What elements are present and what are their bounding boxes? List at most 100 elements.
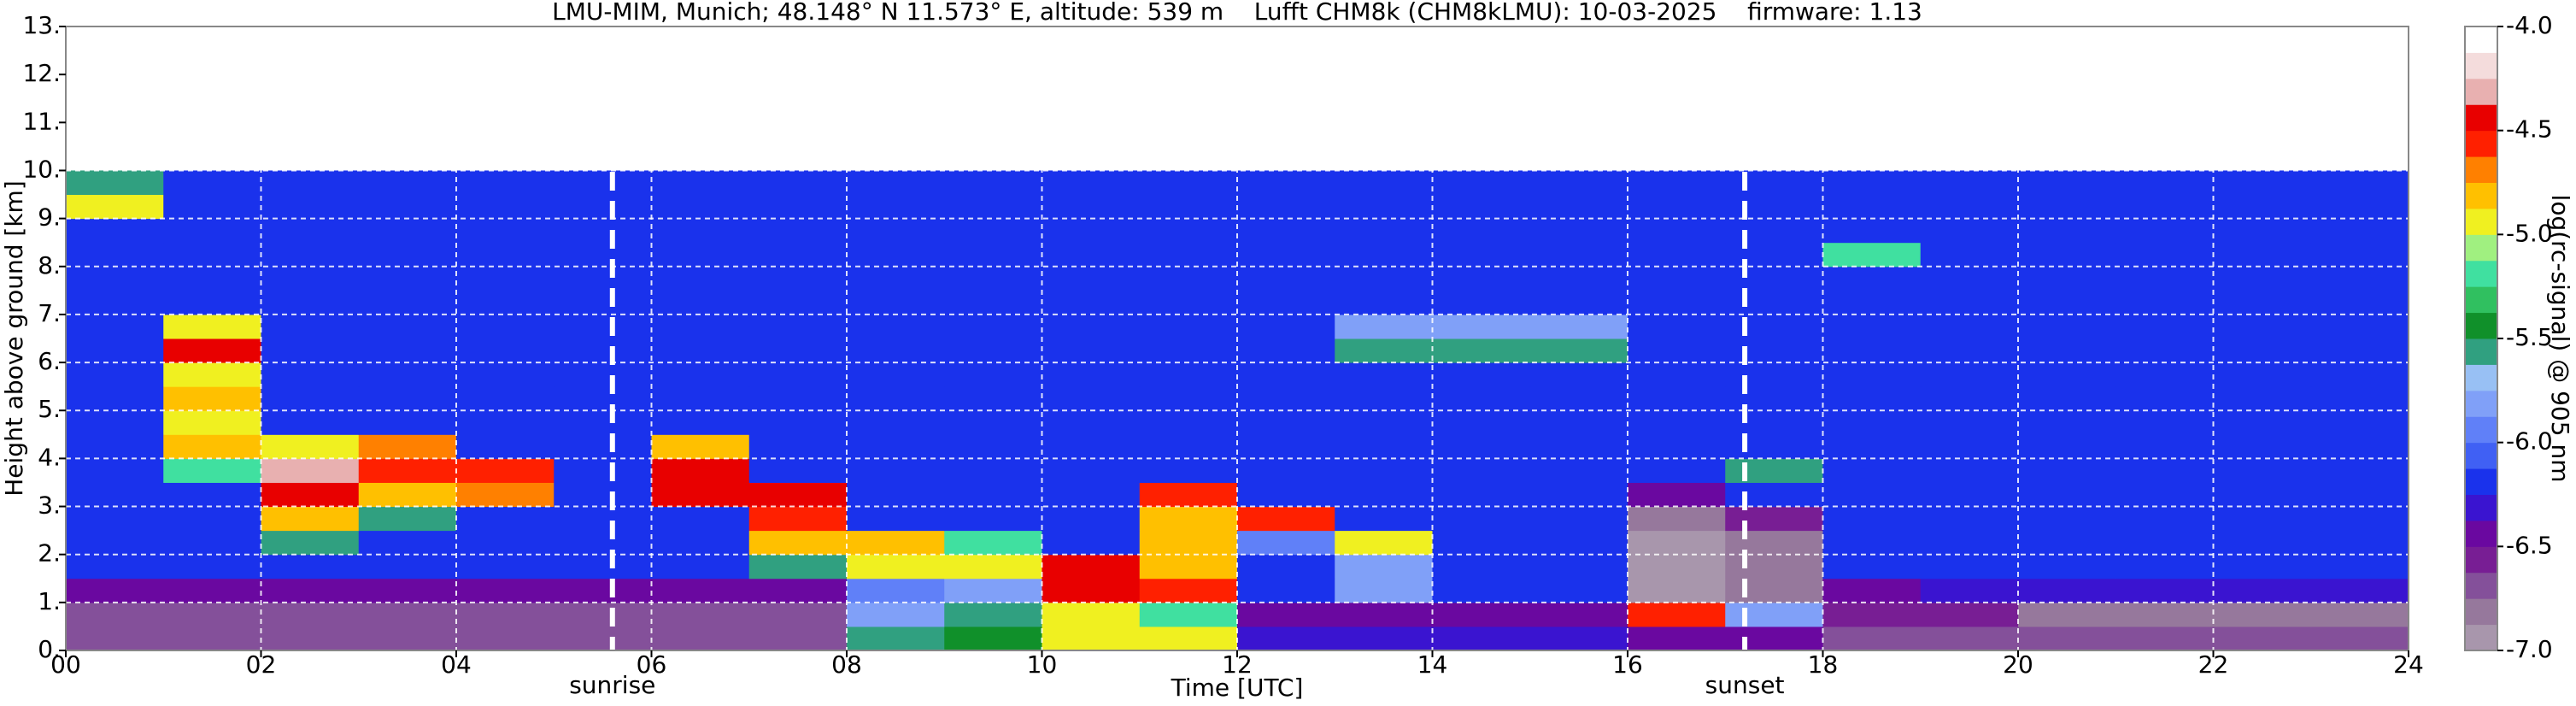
heatmap-cell [554,362,652,387]
heatmap-cell [847,290,945,315]
heatmap-cell [2018,482,2116,508]
heatmap-cell [1335,218,1433,244]
heatmap-cell [1529,482,1628,508]
heatmap-cell [66,626,164,651]
heatmap-cell [847,482,945,508]
heatmap-cell [1822,362,1922,387]
heatmap-cell [1042,362,1141,387]
heatmap-cell [1725,578,1823,603]
heatmap-cell [1042,530,1141,556]
heatmap-cell [2310,218,2409,244]
heatmap-cell [1628,362,1726,387]
heatmap-cell [554,434,652,459]
heatmap-cell [163,578,261,603]
heatmap-cell [261,554,360,580]
heatmap-cell [261,266,360,291]
heatmap-cell [1042,626,1141,651]
heatmap-cell [163,530,261,556]
y-axis-label: Height above ground [km] [0,180,28,497]
heatmap-cell [1920,482,2019,508]
heatmap-cell [1822,578,1922,603]
heatmap-cell [1335,170,1433,196]
heatmap-cell [261,338,360,363]
heatmap-cell [847,314,945,339]
heatmap-cell [1432,602,1531,627]
heatmap-cell [1335,194,1433,220]
heatmap-cell [1822,410,1922,435]
y-tick-label: 11. [22,107,61,135]
heatmap-cell [944,386,1042,411]
heatmap-cell [2310,194,2409,220]
heatmap-cell [1042,314,1141,339]
heatmap-cell [163,458,261,483]
heatmap-cell [2213,338,2312,363]
heatmap-cell [1139,362,1238,387]
heatmap-cell [2115,242,2214,268]
heatmap-cell [1822,338,1922,363]
heatmap-cell [1725,410,1823,435]
heatmap-cell [554,482,652,508]
heatmap-cell [944,626,1042,651]
heatmap-cell [1822,242,1922,268]
colorbar-swatch [2465,494,2497,521]
heatmap-cell [1335,578,1433,603]
colorbar-swatch [2465,546,2497,574]
heatmap-cell [261,194,360,220]
heatmap-cell [2115,362,2214,387]
colorbar-swatch [2465,624,2497,651]
y-tick-label: 0. [38,635,61,663]
heatmap-cell [1529,218,1628,244]
heatmap-cell [1628,338,1726,363]
heatmap-cell [2213,482,2312,508]
x-tick-label: 20 [2003,650,2033,679]
heatmap-cell [1139,434,1238,459]
colorbar-tick-label: -5.5 [2506,323,2553,351]
y-tick-label: 1. [38,587,61,615]
heatmap-cell [1822,386,1922,411]
heatmap-cell [163,482,261,508]
heatmap-cell [66,434,164,459]
colorbar-swatch [2465,338,2497,365]
heatmap-cell [2310,602,2409,627]
colorbar-swatch [2465,104,2497,132]
heatmap-cell [2018,170,2116,196]
heatmap-cell [1139,482,1238,508]
heatmap-cell [2018,578,2116,603]
heatmap-cell [1335,362,1433,387]
colorbar-tick-label: -4.5 [2506,115,2553,144]
heatmap-cell [1920,314,2019,339]
heatmap-cell [261,218,360,244]
heatmap-cell [2018,218,2116,244]
heatmap-cell [1432,266,1531,291]
heatmap-cell [456,338,555,363]
heatmap-cell [163,194,261,220]
heatmap-cell [847,458,945,483]
heatmap-cell [1432,530,1531,556]
heatmap-cell [261,482,360,508]
heatmap-cell [1822,482,1922,508]
heatmap-cell [1042,194,1141,220]
heatmap-cell [358,506,457,532]
heatmap-cell [2213,386,2312,411]
heatmap-cell [748,434,848,459]
heatmap-cell [358,626,457,651]
heatmap-cell [1432,626,1531,651]
heatmap-cell [2310,386,2409,411]
heatmap-cell [1529,266,1628,291]
heatmap-cell [1529,602,1628,627]
heatmap-cell [651,602,750,627]
heatmap-cell [1042,554,1141,580]
heatmap-cell [2213,506,2312,532]
heatmap-cell [1822,266,1922,291]
heatmap-cell [1139,554,1238,580]
heatmap-cell [358,242,457,268]
heatmap-cell [554,194,652,220]
heatmap-cell [1725,242,1823,268]
heatmap-cell [2310,362,2409,387]
heatmap-cell [651,266,750,291]
heatmap-cell [1139,602,1238,627]
heatmap-cell [748,410,848,435]
heatmap-cell [1139,626,1238,651]
heatmap-cell [847,194,945,220]
heatmap-cell [1529,338,1628,363]
